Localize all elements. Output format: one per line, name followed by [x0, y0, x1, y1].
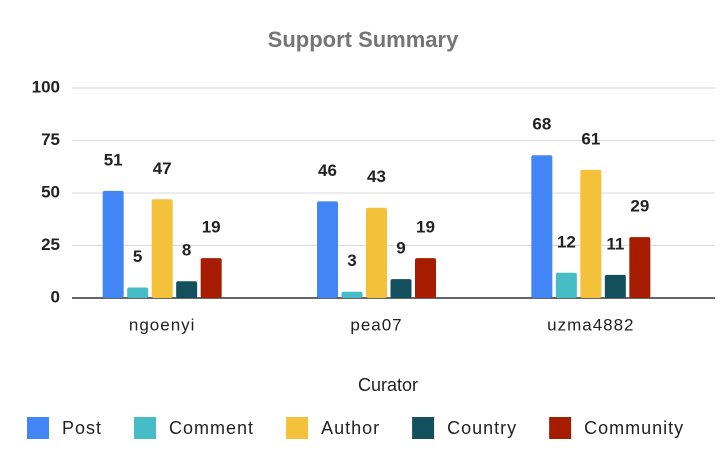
bar	[580, 169, 602, 298]
value-label: 19	[416, 218, 435, 237]
bar	[604, 274, 626, 298]
value-label: 12	[557, 232, 576, 251]
bar	[176, 281, 198, 298]
value-label: 46	[318, 161, 337, 180]
bar	[555, 272, 577, 298]
value-label: 51	[104, 150, 123, 169]
y-tick-label: 25	[41, 235, 60, 254]
value-label: 43	[367, 167, 386, 186]
chart-title: Support Summary	[268, 27, 459, 52]
y-tick-label: 100	[32, 77, 60, 96]
y-tick-label: 0	[51, 287, 60, 306]
bar	[102, 190, 124, 298]
x-axis-title: Curator	[358, 375, 418, 395]
x-tick-label: uzma4882	[547, 315, 634, 334]
x-tick-label: pea07	[350, 315, 402, 334]
legend-label: Post	[62, 418, 102, 438]
bar	[390, 279, 412, 298]
bar	[366, 207, 387, 298]
value-label: 8	[182, 241, 191, 260]
value-label: 19	[202, 218, 221, 237]
x-tick-label: ngoenyi	[129, 315, 196, 334]
bar	[531, 155, 553, 298]
legend-swatch	[134, 417, 157, 439]
value-label: 9	[396, 239, 405, 258]
value-label: 47	[153, 159, 172, 178]
value-label: 29	[630, 197, 649, 216]
value-label: 3	[347, 251, 356, 270]
value-label: 68	[532, 115, 551, 134]
bar	[341, 291, 363, 298]
y-tick-label: 75	[41, 130, 60, 149]
bar	[317, 201, 338, 298]
value-label: 5	[133, 247, 142, 266]
bar	[127, 287, 149, 298]
legend-swatch	[286, 417, 309, 439]
legend-label: Comment	[169, 418, 254, 438]
bar	[629, 237, 651, 298]
legend-swatch	[412, 417, 435, 439]
y-tick-label: 50	[41, 182, 60, 201]
bar	[200, 258, 222, 298]
legend-label: Author	[321, 418, 380, 438]
legend-swatch	[549, 417, 572, 439]
bar	[415, 258, 436, 298]
value-label: 11	[606, 234, 624, 253]
legend-label: Community	[584, 418, 684, 438]
legend-swatch	[27, 417, 49, 439]
legend-label: Country	[447, 418, 517, 438]
value-label: 61	[581, 129, 600, 148]
bar	[151, 199, 173, 298]
